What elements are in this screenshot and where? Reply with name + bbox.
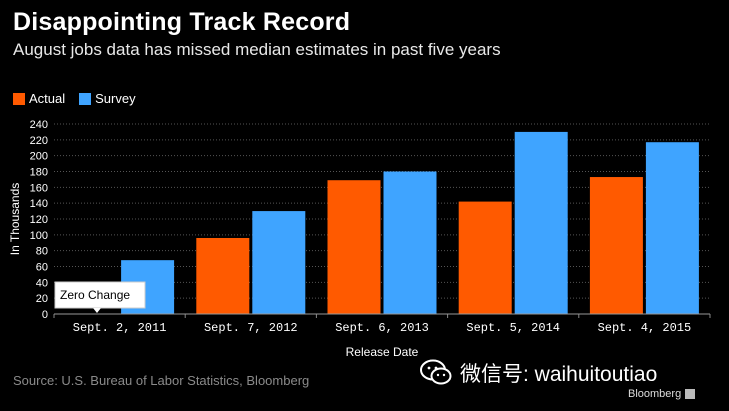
bar-survey: [252, 211, 306, 314]
legend-item-survey: Survey: [79, 91, 136, 106]
annotation-box: [54, 281, 146, 309]
annotation-label: Zero Change: [60, 288, 130, 302]
legend-label-actual: Actual: [29, 91, 66, 106]
legend-label-survey: Survey: [95, 91, 136, 106]
x-axis-title: Release Date: [346, 345, 419, 359]
bar-actual: [196, 238, 250, 314]
y-tick-label: 180: [30, 167, 48, 179]
bar-survey: [514, 131, 568, 314]
legend-swatch-survey: [79, 92, 92, 105]
wechat-icon: [420, 359, 452, 385]
wechat-id: 微信号: waihuitoutiao: [460, 363, 658, 386]
y-tick-label: 80: [36, 246, 48, 258]
y-tick-label: 20: [36, 293, 48, 305]
y-tick-label: 160: [30, 182, 48, 194]
bar-actual: [327, 180, 381, 314]
x-tick-label: Sept. 5, 2014: [466, 321, 560, 335]
bar-survey: [645, 142, 699, 314]
y-tick-label: 220: [30, 135, 48, 147]
x-tick-label: Sept. 2, 2011: [73, 321, 167, 335]
annotation-pointer: [93, 308, 101, 313]
y-tick-label: 100: [30, 230, 48, 242]
brand-mark: Bloomberg: [628, 388, 696, 400]
x-tick-label: Sept. 6, 2013: [335, 321, 429, 335]
legend-item-actual: Actual: [13, 91, 65, 106]
chart-title: Disappointing Track Record: [13, 8, 351, 36]
y-tick-label: 40: [36, 277, 48, 289]
y-axis-title: In Thousands: [8, 183, 22, 256]
legend-swatch-actual: [13, 92, 25, 105]
y-tick-label: 120: [30, 214, 48, 226]
y-tick-label: 0: [42, 309, 48, 321]
bar-survey: [383, 171, 437, 314]
y-tick-label: 240: [30, 119, 48, 131]
y-tick-label: 140: [30, 198, 48, 210]
y-tick-label: 200: [30, 151, 48, 163]
source-note: Source: U.S. Bureau of Labor Statistics,…: [13, 373, 310, 388]
wechat-watermark: 微信号: waihuitoutiao: [420, 358, 657, 388]
legend: Actual Survey: [13, 91, 136, 106]
x-tick-label: Sept. 4, 2015: [598, 321, 692, 335]
brand-name: Bloomberg: [628, 388, 682, 400]
x-tick-label: Sept. 7, 2012: [204, 321, 298, 335]
bar-actual: [589, 177, 643, 314]
brand-square-icon: [685, 389, 696, 399]
bar-actual: [458, 201, 512, 314]
chart-subtitle: August jobs data has missed median estim…: [13, 40, 501, 59]
y-tick-label: 60: [36, 262, 48, 274]
